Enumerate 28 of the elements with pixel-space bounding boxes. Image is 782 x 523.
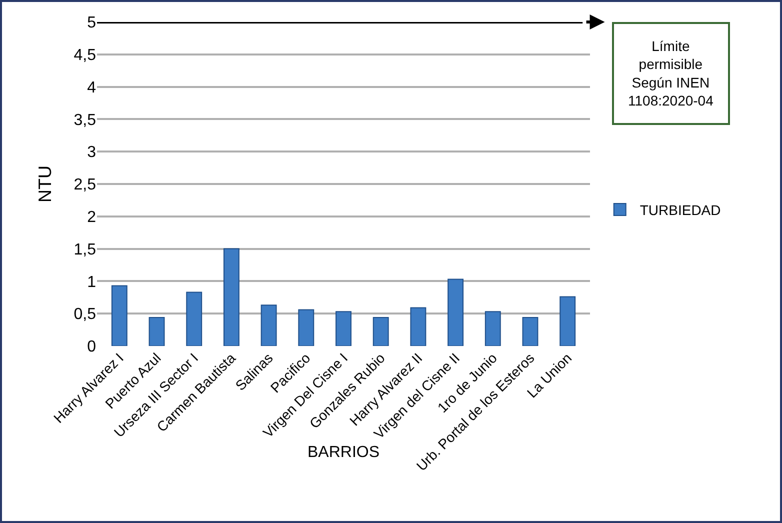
bar [372, 316, 389, 346]
y-tick-label: 1 [87, 274, 96, 291]
bar [148, 316, 165, 346]
bar [223, 248, 240, 346]
bar [298, 309, 314, 346]
text: Límite permisible Según INEN 1108:2020-04 [628, 38, 714, 109]
y-tick-label: 0 [87, 338, 96, 356]
y-tick-label: 5 [87, 14, 96, 32]
bar [336, 311, 352, 346]
y-axis-title: NTU [35, 166, 55, 202]
bar [186, 292, 202, 346]
bar [560, 296, 576, 346]
legend-label: TURBIEDAD [640, 202, 721, 218]
y-tick-label: 0,5 [74, 306, 96, 324]
y-tick-label: 3,5 [74, 112, 96, 129]
y-tick-label: 2 [87, 209, 96, 226]
y-tick-label: 4,5 [74, 47, 96, 64]
bar [484, 311, 501, 346]
bar [410, 307, 426, 346]
bar [111, 285, 128, 346]
y-tick-label: 2,5 [74, 176, 96, 194]
y-tick-label: 4 [87, 79, 96, 96]
bar [448, 278, 464, 346]
bar [260, 304, 277, 346]
x-axis-title: BARRIOS [307, 444, 380, 461]
y-tick-label: 1,5 [74, 241, 96, 258]
y-tick-label: 3 [87, 144, 96, 162]
bar [522, 316, 538, 346]
